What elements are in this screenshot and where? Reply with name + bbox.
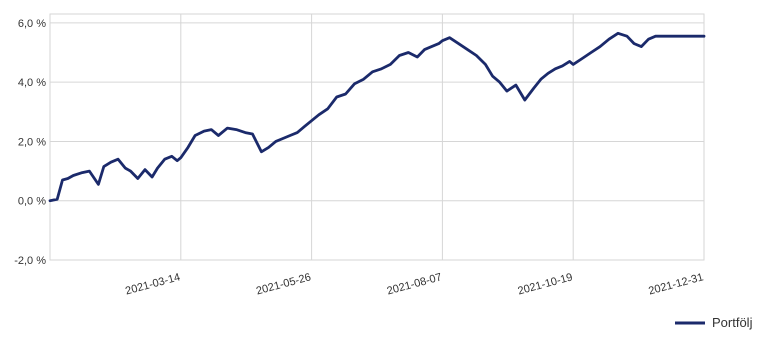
legend: Portfölj — [675, 315, 753, 330]
x-tick-label: 2021-10-19 — [517, 271, 574, 297]
series-layer — [48, 31, 706, 203]
y-tick-label: 6,0 % — [18, 18, 46, 30]
y-tick-label: 2,0 % — [18, 136, 46, 148]
x-tick-label: 2021-03-14 — [124, 271, 181, 297]
series-line-portfolj — [48, 31, 706, 203]
y-tick-label: 0,0 % — [18, 196, 46, 208]
y-tick-label: -2,0 % — [14, 255, 46, 267]
axes: 6,0 % 4,0 % 2,0 % 0,0 % -2,0 % 2021-03-14 2021… — [14, 18, 705, 298]
grid — [49, 13, 705, 261]
y-tick-label: 4,0 % — [18, 77, 46, 89]
x-tick-label: 2021-05-26 — [255, 271, 312, 297]
plot-frame — [49, 13, 705, 261]
x-tick-label: 2021-08-07 — [386, 271, 443, 297]
x-tick-label: 2021-12-31 — [647, 271, 704, 297]
legend-label: Portfölj — [712, 315, 753, 330]
